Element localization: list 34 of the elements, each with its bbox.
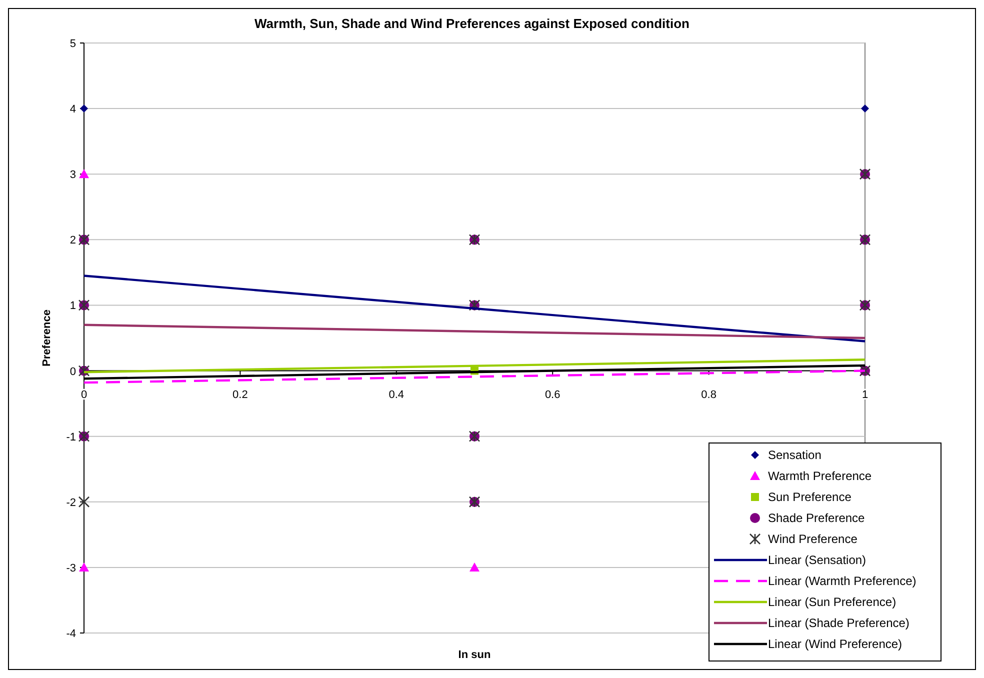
- legend-label: Linear (Sensation): [768, 553, 866, 567]
- y-tick-label: -2: [66, 496, 76, 509]
- point: [470, 562, 480, 572]
- y-tick-label: -3: [66, 562, 76, 574]
- legend-label: Linear (Warmth Preference): [768, 574, 916, 588]
- point: [78, 496, 90, 508]
- legend-label: Sun Preference: [768, 490, 852, 504]
- legend-label: Linear (Sun Preference): [768, 595, 896, 609]
- y-tick-label: 5: [70, 38, 76, 50]
- legend-label: Linear (Wind Preference): [768, 637, 902, 651]
- chart-title: Warmth, Sun, Shade and Wind Preferences against Exposed condition: [254, 16, 690, 31]
- legend-label: Warmth Preference: [768, 469, 872, 483]
- x-tick-label: 0.6: [544, 388, 560, 401]
- point: [861, 104, 869, 113]
- y-tick-label: 0: [70, 366, 76, 378]
- x-tick-label: 1: [862, 388, 868, 401]
- legend-label: Linear (Shade Preference): [768, 616, 910, 630]
- y-axis-title: Preference: [41, 310, 53, 366]
- y-tick-label: -4: [66, 628, 76, 640]
- legend-label: Sensation: [768, 448, 822, 462]
- point: [79, 562, 89, 572]
- x-axis-title: In sun: [458, 649, 491, 661]
- y-tick-label: 3: [70, 169, 76, 182]
- x-tick-label: 0.4: [388, 388, 404, 401]
- y-tick-label: -1: [66, 431, 76, 444]
- y-tick-label: 4: [70, 104, 76, 116]
- point: [80, 104, 88, 113]
- legend-label: Wind Preference: [768, 532, 858, 546]
- y-tick-label: 1: [70, 300, 76, 312]
- legend-label: Shade Preference: [768, 511, 866, 525]
- y-tick-label: 2: [70, 234, 76, 247]
- point: [79, 169, 89, 178]
- x-tick-label: 0.2: [232, 388, 248, 401]
- x-tick-label: 0.8: [701, 388, 716, 401]
